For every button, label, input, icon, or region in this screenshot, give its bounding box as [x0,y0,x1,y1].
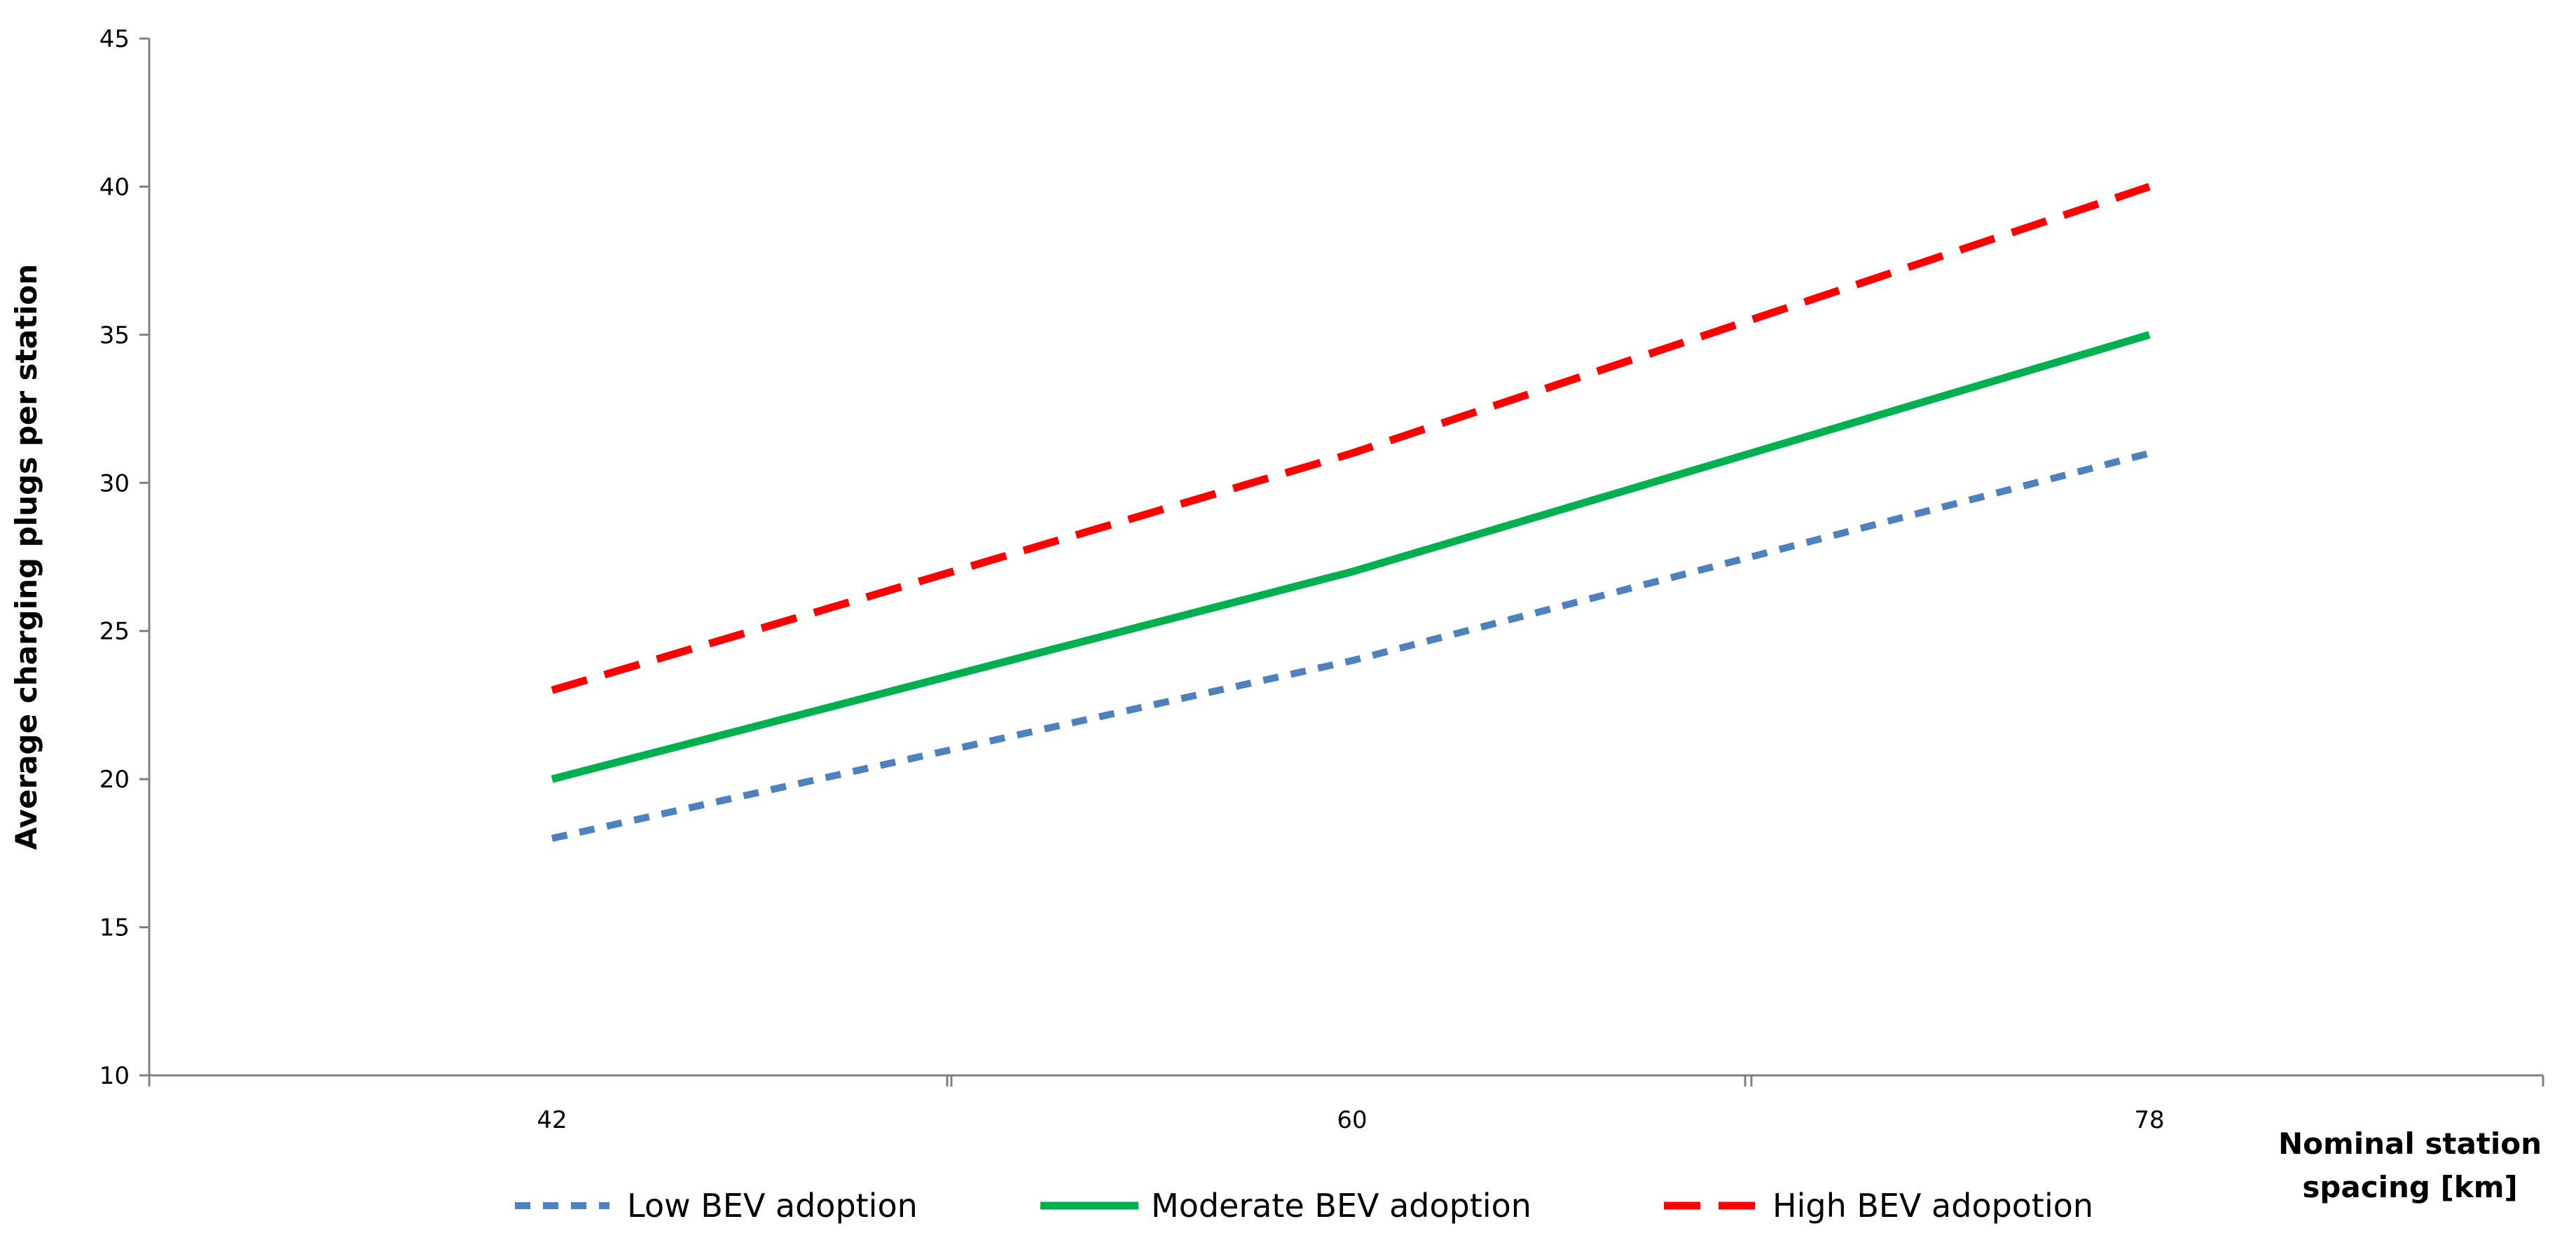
y-axis: 10 15 20 25 30 35 40 45 [99,25,149,1090]
x-tick-label: 42 [537,1106,567,1134]
y-tick-label: 45 [99,25,130,53]
x-tick-label: 78 [2134,1106,2164,1134]
x-axis-title-line: spacing [km] [2302,1170,2517,1204]
x-axis: 42 60 78 [149,1075,2543,1134]
y-tick-label: 15 [99,914,130,942]
y-tick-label: 10 [99,1062,130,1090]
y-tick-label: 30 [99,469,130,497]
series-line-moderate-bev-adoption [552,335,2149,779]
legend: Low BEV adoption Moderate BEV adoption Hig… [515,1187,2093,1225]
legend-label: Moderate BEV adoption [1151,1187,1531,1225]
legend-label: Low BEV adoption [627,1187,918,1225]
y-tick-label: 40 [99,173,130,201]
series-line-low-bev-adoption [552,453,2149,839]
y-axis-title: Average charging plugs per station [9,264,43,850]
legend-label: High BEV adopotion [1772,1187,2093,1225]
x-axis-title-line: Nominal station [2278,1126,2542,1161]
y-tick-label: 25 [99,618,130,646]
x-tick-label: 60 [1337,1106,1367,1134]
axis-titles: Average charging plugs per station Nomina… [9,264,2542,1204]
y-tick-label: 35 [99,322,130,350]
series-layer [552,186,2149,838]
x-axis-title: Nominal station spacing [km] [2278,1126,2542,1204]
y-tick-label: 20 [99,766,130,794]
series-line-high-bev-adopotion [552,186,2149,690]
